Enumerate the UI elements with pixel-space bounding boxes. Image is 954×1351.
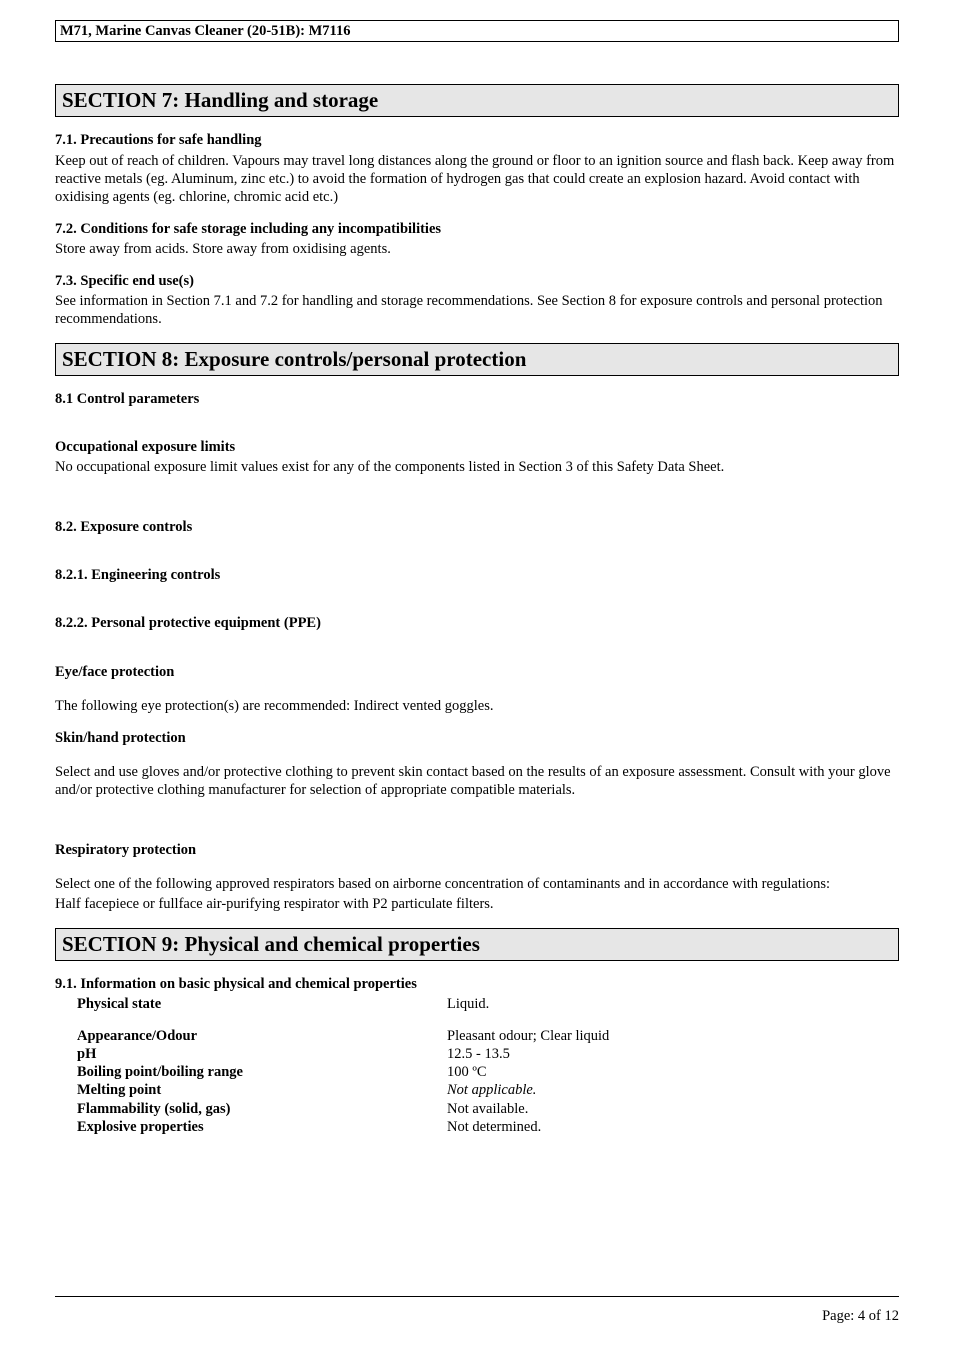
resp-body2: Half facepiece or fullface air-purifying… xyxy=(55,895,899,913)
header-title: M71, Marine Canvas Cleaner (20-51B): M71… xyxy=(60,23,351,39)
s821-heading: 8.2.1. Engineering controls xyxy=(55,566,899,584)
oel-heading: Occupational exposure limits xyxy=(55,438,899,456)
physical-state-key: Physical state xyxy=(55,995,447,1013)
s822-heading: 8.2.2. Personal protective equipment (PP… xyxy=(55,614,899,632)
physical-state-val: Liquid. xyxy=(447,995,899,1013)
s91-heading: 9.1. Information on basic physical and c… xyxy=(55,975,899,993)
oel-body: No occupational exposure limit values ex… xyxy=(55,458,899,476)
skin-heading: Skin/hand protection xyxy=(55,729,899,747)
melting-key: Melting point xyxy=(55,1081,447,1099)
appearance-key: Appearance/Odour xyxy=(55,1027,447,1045)
eye-body: The following eye protection(s) are reco… xyxy=(55,697,899,715)
explosive-key: Explosive properties xyxy=(55,1118,447,1136)
row-flammability: Flammability (solid, gas) Not available. xyxy=(55,1100,899,1118)
boiling-key: Boiling point/boiling range xyxy=(55,1063,447,1081)
skin-body: Select and use gloves and/or protective … xyxy=(55,763,899,799)
flammability-key: Flammability (solid, gas) xyxy=(55,1100,447,1118)
row-physical-state: Physical state Liquid. xyxy=(55,995,899,1013)
explosive-val: Not determined. xyxy=(447,1118,899,1136)
appearance-val: Pleasant odour; Clear liquid xyxy=(447,1027,899,1045)
section9-title: SECTION 9: Physical and chemical propert… xyxy=(62,932,480,956)
s72-heading: 7.2. Conditions for safe storage includi… xyxy=(55,220,899,238)
row-explosive: Explosive properties Not determined. xyxy=(55,1118,899,1136)
resp-heading: Respiratory protection xyxy=(55,841,899,859)
eye-heading: Eye/face protection xyxy=(55,663,899,681)
footer-rule xyxy=(55,1296,899,1297)
s81-heading: 8.1 Control parameters xyxy=(55,390,899,408)
section9-title-bar: SECTION 9: Physical and chemical propert… xyxy=(55,928,899,961)
s71-heading: 7.1. Precautions for safe handling xyxy=(55,131,899,149)
row-boiling: Boiling point/boiling range 100 ºC xyxy=(55,1063,899,1081)
row-ph: pH 12.5 - 13.5 xyxy=(55,1045,899,1063)
resp-body1: Select one of the following approved res… xyxy=(55,875,899,893)
s73-body: See information in Section 7.1 and 7.2 f… xyxy=(55,292,899,328)
s72-body: Store away from acids. Store away from o… xyxy=(55,240,899,258)
s73-heading: 7.3. Specific end use(s) xyxy=(55,272,899,290)
section8-title: SECTION 8: Exposure controls/personal pr… xyxy=(62,347,526,371)
section8-title-bar: SECTION 8: Exposure controls/personal pr… xyxy=(55,343,899,376)
row-appearance: Appearance/Odour Pleasant odour; Clear l… xyxy=(55,1027,899,1045)
row-melting: Melting point Not applicable. xyxy=(55,1081,899,1099)
melting-val: Not applicable. xyxy=(447,1081,899,1099)
ph-key: pH xyxy=(55,1045,447,1063)
header-box: M71, Marine Canvas Cleaner (20-51B): M71… xyxy=(55,20,899,42)
flammability-val: Not available. xyxy=(447,1100,899,1118)
section7-title: SECTION 7: Handling and storage xyxy=(62,88,378,112)
s71-body: Keep out of reach of children. Vapours m… xyxy=(55,152,899,206)
boiling-val: 100 ºC xyxy=(447,1063,899,1081)
s82-heading: 8.2. Exposure controls xyxy=(55,518,899,536)
page-footer: Page: 4 of 12 xyxy=(822,1307,899,1325)
ph-val: 12.5 - 13.5 xyxy=(447,1045,899,1063)
section7-title-bar: SECTION 7: Handling and storage xyxy=(55,84,899,117)
